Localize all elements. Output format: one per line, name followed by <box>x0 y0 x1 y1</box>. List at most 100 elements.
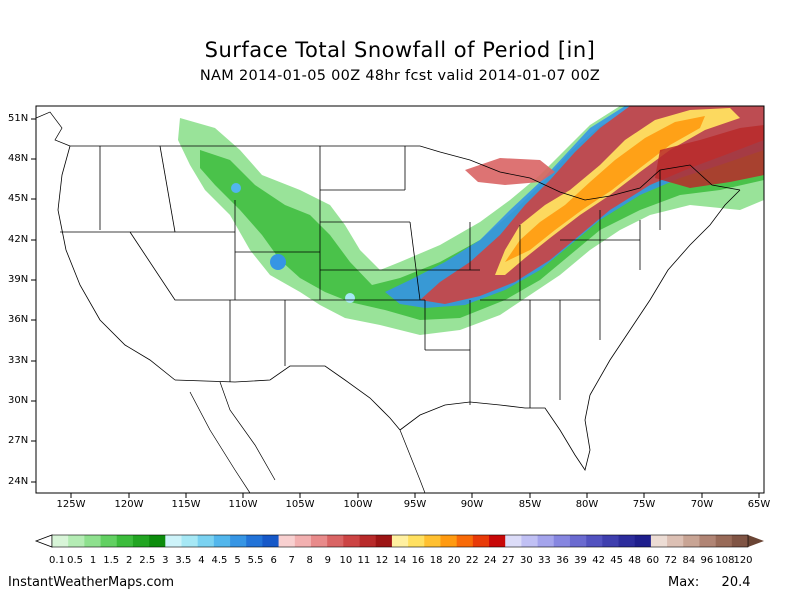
colorbar-swatch <box>489 535 506 547</box>
colorbar-swatch <box>699 535 716 547</box>
max-value: 20.4 <box>721 575 751 590</box>
colorbar-label: 42 <box>592 555 605 566</box>
montana-blue-pocket <box>231 183 241 193</box>
snow-band-northeast <box>655 125 764 188</box>
gulf-coast <box>399 394 591 471</box>
colorbar-swatch <box>553 535 571 547</box>
lat-label: 42N <box>8 234 29 245</box>
colorbar-swatch <box>116 535 134 547</box>
colorbar-label: 96 <box>700 555 714 566</box>
colorbar-label: 18 <box>429 555 443 566</box>
map-subtitle: NAM 2014-01-05 00Z 48hr fcst valid 2014-… <box>199 68 601 84</box>
colorbar-label: 84 <box>682 555 696 566</box>
lon-label: 80W <box>575 499 599 510</box>
colorbar-label: 9 <box>324 555 331 566</box>
snow-band-lakes <box>465 158 555 185</box>
colorbar-swatch <box>52 535 69 547</box>
lon-label: 110W <box>228 499 258 510</box>
colorbar-swatch <box>683 535 700 547</box>
colorbar-label: 3 <box>162 555 169 566</box>
west-coast <box>57 145 176 381</box>
max-value-readout: Max: 20.4 <box>668 575 751 590</box>
colorbar-label: 0.5 <box>67 555 83 566</box>
colorbar-label: 20 <box>447 555 461 566</box>
colorbar-swatch <box>84 535 101 547</box>
lon-label: 65W <box>747 499 771 510</box>
us-canada-border <box>70 145 741 201</box>
east-coast <box>589 189 741 396</box>
lat-label: 51N <box>8 113 29 124</box>
max-label: Max: <box>668 575 700 590</box>
colorbar-label: 4 <box>198 555 205 566</box>
colorbar-label: 6 <box>270 555 277 566</box>
colorbar-label: 60 <box>646 555 660 566</box>
map-frame <box>35 105 765 494</box>
colorbar-swatch <box>715 535 733 547</box>
lon-label: 75W <box>632 499 656 510</box>
site-credit: InstantWeatherMaps.com <box>8 575 175 590</box>
colorbar-swatch <box>278 535 296 547</box>
colorbar-label: 27 <box>501 555 515 566</box>
lon-label: 70W <box>690 499 714 510</box>
lon-label: 85W <box>518 499 542 510</box>
lon-label: 105W <box>285 499 315 510</box>
colorbar-label: 7 <box>288 555 295 566</box>
colorbar-label: 1.5 <box>103 555 120 566</box>
snow-band-heavy <box>495 108 740 275</box>
snowfall-field <box>178 106 764 335</box>
axis-ticks <box>31 118 760 498</box>
colorbar-label: 45 <box>610 555 623 566</box>
colorbar-swatch <box>230 535 247 547</box>
colorbar-swatch <box>246 535 263 547</box>
colorbar-label: 2 <box>126 555 133 566</box>
colorbar-border <box>51 534 749 548</box>
colorbar-swatch <box>262 535 279 547</box>
colorbar-label: 22 <box>465 555 479 566</box>
colorbar-label: 11 <box>357 555 371 566</box>
lat-label: 24N <box>8 476 29 487</box>
colorbar-max-arrow <box>748 535 764 547</box>
colorbar-label: 1 <box>89 555 97 566</box>
colorbar-swatch <box>440 535 457 547</box>
colorbar-label: 120 <box>733 555 753 566</box>
lon-label: 90W <box>460 499 484 510</box>
colorbar-swatch <box>537 535 555 547</box>
state-boundaries <box>57 145 741 471</box>
colorbar-swatch <box>521 535 538 547</box>
lon-label: 115W <box>171 499 201 510</box>
colorbar-swatch <box>213 535 231 547</box>
colorbar-swatch <box>132 535 150 547</box>
colorbar-swatch <box>586 535 603 547</box>
colorbar-swatch <box>375 535 393 547</box>
colorbar <box>34 534 764 548</box>
colorbar-label: 36 <box>556 555 569 566</box>
lat-label: 36N <box>8 314 29 325</box>
colorbar-swatch <box>359 535 377 547</box>
colorbar-label: 48 <box>628 555 642 566</box>
lat-label: 27N <box>8 435 29 446</box>
colorbar-label: 5.5 <box>247 555 264 566</box>
lon-label: 125W <box>56 499 86 510</box>
colorbar-label: 72 <box>664 555 678 566</box>
colorbar-min-arrow <box>34 534 53 548</box>
colorbar-swatch <box>505 535 522 547</box>
colorbar-swatch <box>149 535 166 547</box>
snow-band-core <box>505 116 705 262</box>
colorbar-swatch <box>310 535 328 547</box>
colorbar-label: 30 <box>519 555 533 566</box>
lat-label: 33N <box>8 355 29 366</box>
lon-label: 95W <box>403 499 427 510</box>
colorbar-label: 4.5 <box>211 555 228 566</box>
colorbar-swatch <box>391 535 409 547</box>
colorbar-label: 108 <box>715 555 735 566</box>
lat-label: 30N <box>8 395 29 406</box>
colorbar-label: 3.5 <box>175 555 192 566</box>
us-mexico-border <box>174 365 401 431</box>
colorbar-swatch <box>343 535 360 547</box>
kansas-light-blue-pocket <box>345 293 355 303</box>
colorbar-label: 0.1 <box>49 555 65 566</box>
colorbar-label: 10 <box>339 555 353 566</box>
colorbar-label: 12 <box>375 555 389 566</box>
colorbar-swatch <box>456 535 474 547</box>
colorbar-swatch <box>650 535 668 547</box>
